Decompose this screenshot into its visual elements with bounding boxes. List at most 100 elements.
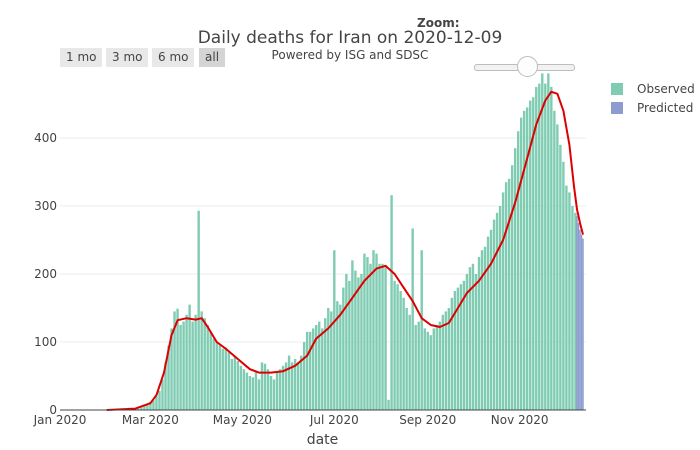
bar-observed [526, 107, 529, 411]
bar-observed [516, 131, 520, 410]
bar-observed [571, 206, 574, 410]
bar-observed [462, 280, 466, 410]
bar-observed [438, 321, 442, 410]
bar-observed [203, 318, 206, 410]
bar-observed [257, 379, 261, 410]
bar-observed [574, 212, 577, 410]
bar-observed [188, 304, 191, 410]
bar-observed [559, 144, 562, 411]
bar-observed [538, 83, 541, 410]
bar-observed [414, 325, 417, 410]
bar-observed [143, 405, 146, 410]
bar-observed [333, 250, 336, 410]
bar-observed [565, 185, 568, 410]
bar-observed [507, 178, 511, 410]
bar-observed [324, 318, 327, 410]
range-button-3mo[interactable]: 3 mo [106, 48, 149, 67]
bar-observed [233, 355, 237, 410]
bar-observed [140, 407, 143, 410]
bar-observed [315, 325, 318, 410]
bar-observed [251, 377, 255, 410]
bar-observed [281, 365, 285, 410]
bar-observed [553, 110, 556, 411]
bar-observed [305, 331, 309, 410]
range-button-1mo[interactable]: 1 mo [60, 48, 103, 67]
bar-observed [432, 328, 435, 410]
bar-observed [399, 291, 402, 410]
bar-observed [417, 321, 420, 410]
bar-observed [302, 342, 306, 410]
bar-observed [372, 250, 375, 410]
bar-observed [390, 195, 393, 410]
bar-observed [185, 314, 188, 410]
bar-observed [405, 308, 408, 410]
bar-observed [290, 362, 294, 410]
bar-observed [378, 263, 381, 410]
bar-observed [327, 308, 330, 410]
bar-observed [245, 372, 249, 410]
bar-observed [435, 325, 438, 410]
bar-observed [155, 396, 158, 410]
x-tick-label: May 2020 [213, 413, 272, 427]
bar-observed [357, 277, 360, 410]
bar-observed [296, 362, 300, 410]
bar-observed [529, 100, 532, 410]
bar-observed [299, 355, 303, 410]
bar-predicted [576, 216, 578, 410]
bar-observed [173, 311, 176, 410]
bar-observed [535, 87, 538, 410]
bar-predicted [579, 229, 581, 410]
bar-observed [366, 257, 369, 410]
bar-observed [468, 267, 472, 410]
bar-observed [284, 362, 288, 410]
bar-observed [227, 352, 231, 410]
bar-observed [408, 314, 411, 410]
bar-observed [541, 73, 544, 411]
bar-observed [519, 117, 523, 410]
bar-observed [369, 263, 372, 410]
fit-line-layer [106, 90, 584, 411]
zoom-slider-handle[interactable] [517, 56, 538, 77]
x-tick-label: Sep 2020 [399, 413, 456, 427]
bar-observed [197, 210, 200, 410]
range-button-all[interactable]: all [199, 48, 226, 67]
bar-observed [179, 325, 182, 410]
bar-observed [480, 250, 484, 410]
zoom-label: Zoom: [417, 16, 460, 30]
range-button-6mo[interactable]: 6 mo [152, 48, 195, 67]
bar-observed [513, 148, 517, 410]
bar-observed [444, 311, 448, 410]
x-axis-title: date [306, 432, 339, 448]
bar-observed [441, 314, 445, 410]
bar-observed [420, 250, 423, 410]
bar-observed [287, 355, 291, 410]
bar-predicted [582, 238, 584, 410]
bar-observed [342, 287, 345, 410]
legend-swatch-observed [611, 83, 623, 95]
y-tick-label: 200 [34, 267, 57, 281]
bar-observed [345, 274, 348, 410]
bar-observed [411, 228, 414, 410]
bar-observed [224, 347, 227, 410]
fit-line [106, 90, 584, 411]
x-tick-label: Mar 2020 [122, 413, 179, 427]
bar-observed [381, 263, 384, 410]
bar-observed [293, 359, 297, 410]
bar-observed [254, 372, 258, 410]
bar-observed [278, 369, 282, 410]
bar-observed [396, 284, 399, 410]
bar-observed [321, 328, 324, 410]
bar-observed [191, 321, 194, 410]
bar-observed [501, 192, 505, 410]
bar-observed [426, 331, 429, 410]
bar-observed [158, 390, 161, 410]
bar-observed [489, 229, 493, 410]
bar-observed [456, 287, 460, 410]
bar-observed [447, 308, 451, 410]
bar-observed [492, 219, 496, 410]
bar-observed [152, 400, 155, 410]
bar-observed [266, 369, 270, 410]
bar-observed [495, 212, 499, 410]
bar-observed [200, 311, 203, 410]
bar-observed [510, 165, 514, 410]
